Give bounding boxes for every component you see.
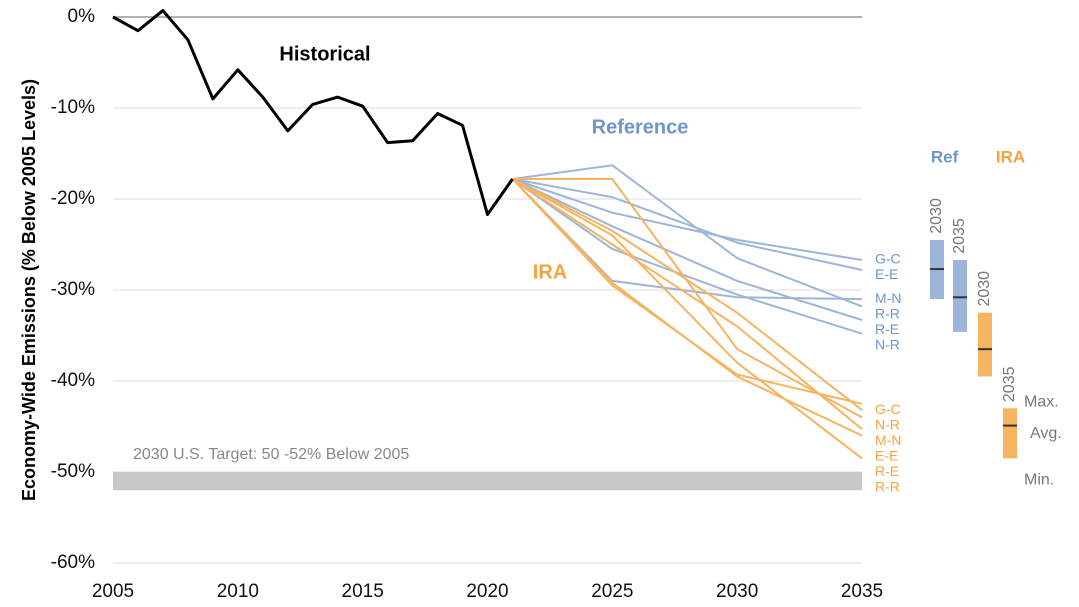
range-header: Ref [931, 147, 959, 166]
x-tick-label: 2005 [92, 581, 134, 602]
series-label: N-R [875, 336, 900, 352]
scenario-line [512, 178, 863, 419]
series-label: R-E [875, 321, 899, 337]
x-tick-label: 2030 [716, 581, 758, 602]
series-label: R-E [875, 463, 899, 479]
range-legend: Max. [1024, 394, 1059, 411]
historical-line [112, 9, 514, 216]
series-label: G-C [875, 251, 901, 267]
scenario-line [512, 178, 863, 321]
annotation: Historical [279, 43, 370, 65]
range-header: IRA [996, 147, 1025, 166]
range-box [953, 259, 967, 332]
y-tick-label: -50% [51, 461, 95, 482]
range-period: 2035 [1001, 366, 1018, 402]
y-tick-label: 0% [68, 6, 96, 27]
scenario-line [512, 178, 863, 460]
range-period: 2035 [951, 218, 968, 254]
range-period: 2030 [928, 198, 945, 234]
x-tick-label: 2035 [841, 581, 883, 602]
scenario-line [511, 178, 863, 437]
series-label: E-E [875, 447, 898, 463]
series-label: M-N [875, 290, 901, 306]
y-axis-title: Economy-Wide Emissions (% Below 2005 Lev… [19, 79, 39, 501]
series-label: G-C [875, 401, 901, 417]
range-box [978, 312, 992, 377]
series-label: R-R [875, 305, 900, 321]
x-tick-label: 2025 [591, 581, 633, 602]
series-label: N-R [875, 416, 900, 432]
target-label: 2030 U.S. Target: 50 -52% Below 2005 [133, 446, 409, 463]
series-label: E-E [875, 266, 898, 282]
y-tick-label: -60% [51, 552, 95, 573]
scenario-line [512, 178, 863, 411]
x-tick-label: 2010 [217, 581, 259, 602]
target-band [113, 472, 862, 491]
scenario-line [512, 178, 863, 261]
range-box [1003, 408, 1017, 459]
scenario-line [511, 178, 863, 430]
y-tick-label: -30% [51, 279, 95, 300]
x-tick-label: 2015 [342, 581, 384, 602]
range-legend: Avg. [1030, 425, 1062, 442]
x-tick-label: 2020 [466, 581, 508, 602]
series-label: R-R [875, 478, 900, 494]
scenario-line [512, 164, 863, 308]
series-label: M-N [875, 432, 901, 448]
y-tick-label: -10% [51, 97, 95, 118]
y-tick-label: -40% [51, 370, 95, 391]
annotation: IRA [533, 261, 567, 283]
annotation: Reference [592, 116, 689, 138]
range-legend: Min. [1024, 472, 1054, 489]
range-period: 2030 [976, 271, 993, 307]
scenario-line [512, 178, 863, 271]
y-tick-label: -20% [51, 188, 95, 209]
